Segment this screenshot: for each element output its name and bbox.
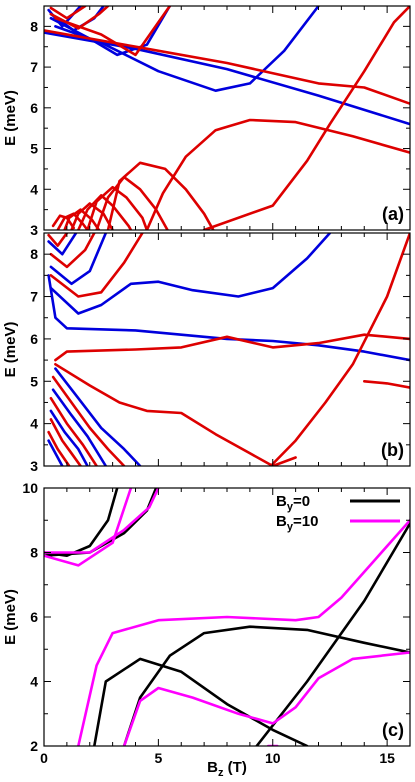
series-line-12: [95, 175, 169, 230]
panel-c: 0 5 10 15 2 4 6 8 10 E (meV) (c) Bz (T) By=0By=10: [2, 480, 411, 779]
series-line-10: [54, 367, 142, 466]
y-tick-label: 5: [30, 373, 38, 389]
series-line-6: [54, 6, 172, 57]
panel-label: (a): [382, 204, 404, 224]
y-tick-label: 6: [30, 100, 38, 116]
series-line-8: [49, 6, 87, 20]
series-line-9: [202, 6, 410, 230]
y-tick-label: 8: [30, 18, 38, 34]
series-line-18: [271, 456, 297, 466]
x-tick-label: 5: [154, 750, 162, 766]
legend-label: By=0: [276, 493, 310, 513]
series-line-7: [47, 233, 69, 247]
y-tick-label: 6: [30, 609, 38, 625]
y-tick-label: 7: [30, 289, 38, 305]
y-tick-label: 2: [30, 738, 38, 754]
series-line-6: [255, 522, 410, 746]
series-line-1: [54, 333, 410, 362]
series-line-1: [54, 6, 320, 92]
series-line-12: [51, 388, 108, 466]
y-tick-label: 8: [30, 246, 38, 262]
series-line-3: [49, 233, 144, 298]
panel-b: 3 4 5 6 7 8 E (meV) (b): [2, 232, 411, 474]
series-line-8: [271, 233, 410, 466]
series-line-2: [49, 6, 172, 57]
y-tick-label: 3: [30, 222, 38, 238]
series-line-0: [44, 31, 410, 126]
y-axis-label: E (meV): [2, 90, 19, 146]
legend: By=0By=10: [276, 493, 400, 533]
series-line-15: [70, 202, 114, 230]
series-line-5: [49, 233, 96, 269]
panel-a: 3 4 5 6 7 8 E (meV) (a): [2, 5, 411, 238]
y-axis-label: E (meV): [2, 589, 19, 645]
series-line-7: [77, 519, 410, 746]
series-line-2: [49, 233, 332, 315]
series-line-10: [145, 118, 410, 230]
series-line-17: [56, 212, 89, 230]
x-tick-label: 10: [265, 750, 281, 766]
series-line-16: [63, 208, 101, 230]
series-line-5: [44, 29, 410, 105]
series-line-7: [49, 6, 110, 30]
y-tick-label: 10: [22, 480, 38, 496]
series-line-6: [47, 233, 78, 256]
y-axis-label: E (meV): [2, 322, 19, 378]
series-line-9: [54, 363, 275, 466]
series-line-2: [44, 488, 133, 567]
series-line-4: [49, 233, 108, 286]
y-tick-label: 6: [30, 331, 38, 347]
y-tick-label: 3: [30, 458, 38, 474]
x-tick-label: 0: [40, 750, 48, 766]
series-line-8: [122, 651, 410, 746]
series-line-14: [77, 194, 133, 230]
series-line-17: [47, 439, 64, 466]
x-axis-label: Bz (T): [207, 759, 247, 779]
series-line-15: [49, 418, 82, 466]
series-line-5: [122, 625, 410, 746]
series-line-19: [363, 380, 410, 389]
series-group: [44, 488, 410, 746]
panel-label: (c): [382, 720, 404, 740]
y-tick-label: 8: [30, 545, 38, 561]
series-line-4: [93, 657, 309, 746]
y-tick-label: 4: [30, 674, 38, 690]
panel-label: (b): [381, 440, 404, 460]
series-line-11: [51, 375, 126, 466]
series-line-3: [44, 488, 160, 554]
series-line-16: [47, 430, 71, 466]
series-line-14: [49, 409, 89, 466]
legend-label: By=10: [276, 513, 318, 533]
series-line-18: [51, 214, 75, 230]
series-line-13: [49, 396, 98, 466]
y-tick-label: 4: [30, 416, 38, 432]
x-tick-label: 15: [379, 750, 395, 766]
series-group: [47, 233, 410, 466]
series-line-0: [47, 274, 410, 362]
y-tick-label: 7: [30, 59, 38, 75]
y-tick-label: 5: [30, 141, 38, 157]
series-group: [44, 6, 410, 230]
y-tick-label: 4: [30, 181, 38, 197]
